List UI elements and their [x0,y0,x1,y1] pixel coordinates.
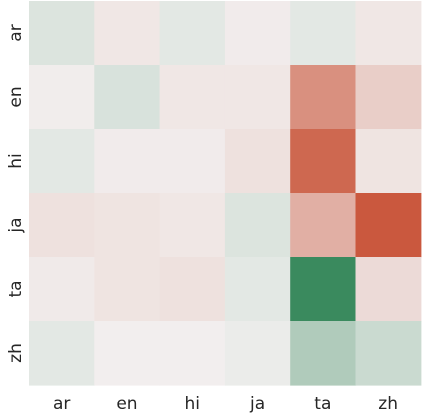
heatmap-cell-hi-en [94,129,161,194]
y-axis-ticks: ar en hi ja ta zh [6,24,26,363]
x-tick-label: ja [249,394,265,413]
heatmap-cell-zh-ar [29,321,95,386]
y-tick-label: ja [6,217,26,233]
heatmap-cell-en-ja [224,65,291,130]
heatmap-cell-ta-ja [224,257,291,322]
heatmap-cell-ta-ta [290,257,357,322]
x-axis-ticks: ar en hi ja ta zh [53,394,398,413]
heatmap-cell-zh-ja [224,321,291,386]
heatmap-cell-zh-hi [159,321,226,386]
heatmap-cell-hi-ja [224,129,291,194]
heatmap-cell-ar-hi [159,1,226,66]
heatmap-cell-en-zh [355,65,422,130]
heatmap-cell-en-en [94,65,161,130]
heatmap-cell-en-hi [159,65,226,130]
heatmap-cell-ja-zh [355,193,422,258]
heatmap-cell-hi-hi [159,129,226,194]
x-tick-label: en [116,394,137,413]
heatmap-cell-ta-en [94,257,161,322]
y-tick-label: ta [6,280,26,297]
heatmap-cell-ta-zh [355,257,422,322]
heatmap-cell-ta-hi [159,257,226,322]
heatmap-cell-en-ar [29,65,95,130]
heatmap-cells [29,1,422,386]
heatmap-cell-ar-ta [290,1,357,66]
y-tick-label: zh [6,343,26,363]
heatmap-cell-ta-ar [29,257,95,322]
heatmap-cell-ja-ja [224,193,291,258]
heatmap-cell-hi-ar [29,129,95,194]
heatmap-cell-ar-ar [29,1,95,66]
heatmap-cell-ar-zh [355,1,422,66]
heatmap-cell-ja-hi [159,193,226,258]
x-tick-label: ar [53,394,70,413]
heatmap-cell-ja-ta [290,193,357,258]
heatmap-cell-hi-zh [355,129,422,194]
y-tick-label: en [6,86,26,107]
heatmap-cell-zh-ta [290,321,357,386]
heatmap-cell-zh-en [94,321,161,386]
heatmap-cell-ja-en [94,193,161,258]
heatmap-cell-en-ta [290,65,357,130]
heatmap-cell-ja-ar [29,193,95,258]
heatmap-cell-ar-en [94,1,161,66]
y-tick-label: ar [6,24,26,41]
y-tick-label: hi [6,153,26,169]
heatmap-cell-zh-zh [355,321,422,386]
heatmap-cell-hi-ta [290,129,357,194]
x-tick-label: zh [378,394,398,413]
heatmap-cell-ar-ja [224,1,291,66]
x-tick-label: hi [185,394,201,413]
x-tick-label: ta [314,394,331,413]
